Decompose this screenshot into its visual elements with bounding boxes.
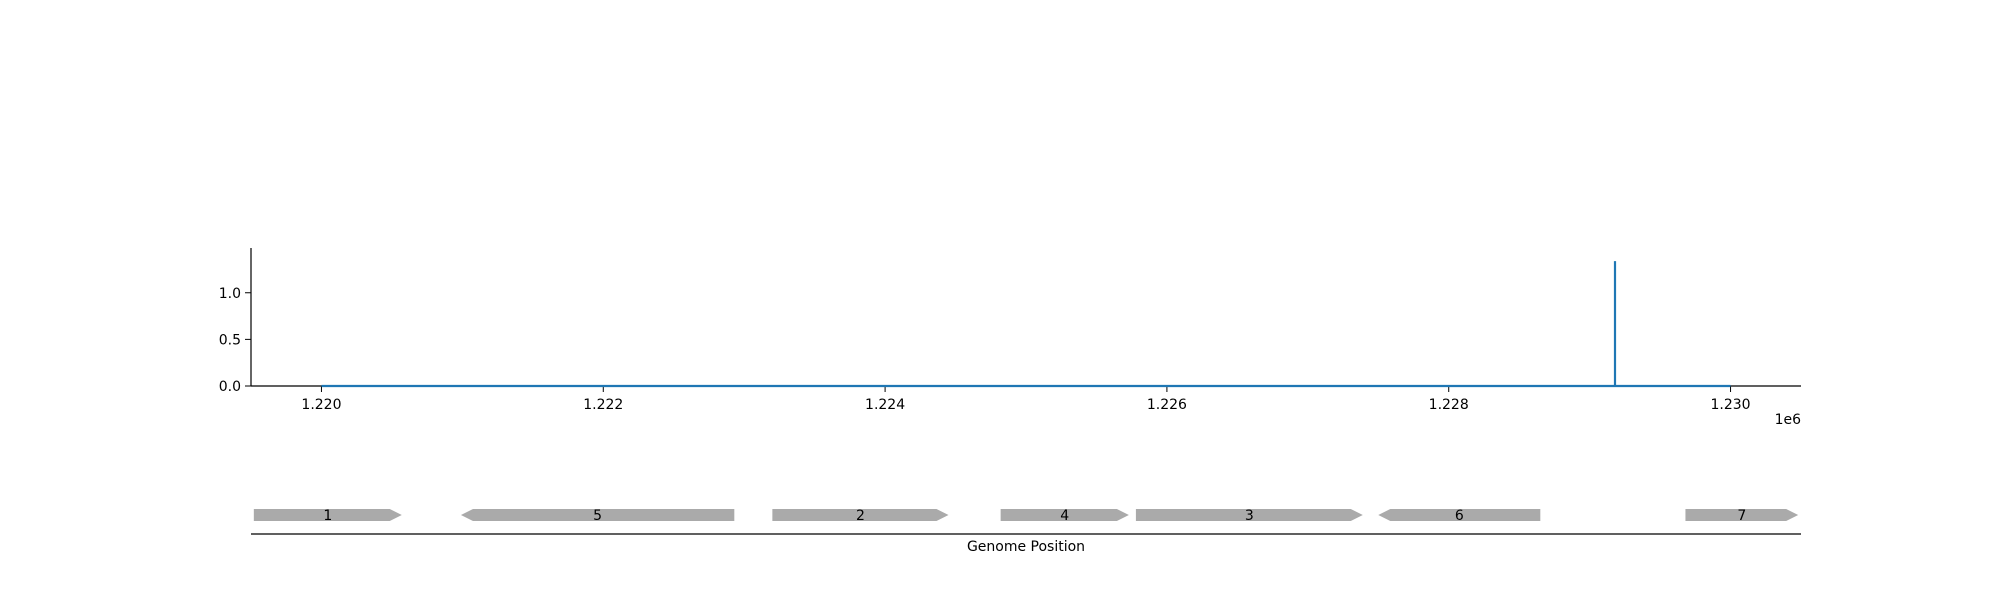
genes: 1 5 2 4 3 6 7 bbox=[253, 508, 1799, 524]
gene-arrow bbox=[1685, 509, 1799, 521]
x-tick-label: 1.226 bbox=[1147, 397, 1187, 413]
gene-label: 3 bbox=[1245, 508, 1254, 524]
coverage-line bbox=[321, 261, 1731, 388]
coverage-series bbox=[321, 261, 1731, 388]
gene-arrow bbox=[1378, 509, 1541, 521]
y-tick-label: 0.0 bbox=[219, 379, 241, 395]
gene-label: 1 bbox=[323, 508, 332, 524]
x-tick-label: 1.230 bbox=[1710, 397, 1750, 413]
y-tick-label: 1.0 bbox=[219, 286, 241, 302]
x-axis-title: Genome Position bbox=[967, 539, 1085, 555]
gene-track: 1 5 2 4 3 6 7 Genome Position bbox=[251, 508, 1801, 555]
gene-label: 5 bbox=[593, 508, 602, 524]
x-tick-label: 1.228 bbox=[1429, 397, 1469, 413]
gene-label: 4 bbox=[1060, 508, 1069, 524]
gene-arrow bbox=[1000, 509, 1129, 521]
gene-arrow bbox=[253, 509, 402, 521]
gene-arrow bbox=[1135, 509, 1363, 521]
gene-label: 6 bbox=[1455, 508, 1464, 524]
x-tick-label: 1.220 bbox=[301, 397, 341, 413]
y-ticks: 0.0 0.5 1.0 bbox=[219, 286, 251, 395]
x-tick-label: 1.222 bbox=[583, 397, 623, 413]
gene-label: 7 bbox=[1737, 508, 1746, 524]
x-offset-label: 1e6 bbox=[1775, 412, 1802, 428]
gene-arrow bbox=[772, 509, 949, 521]
x-tick-label: 1.224 bbox=[865, 397, 905, 413]
gene-arrow bbox=[460, 509, 735, 521]
y-tick-label: 0.5 bbox=[219, 332, 241, 348]
coverage-plot: 0.0 0.5 1.0 1.220 1.222 1.224 1.226 1.228 1.230… bbox=[219, 248, 1801, 428]
x-ticks: 1.220 1.222 1.224 1.226 1.228 1.230 bbox=[301, 386, 1751, 413]
gene-label: 2 bbox=[856, 508, 865, 524]
